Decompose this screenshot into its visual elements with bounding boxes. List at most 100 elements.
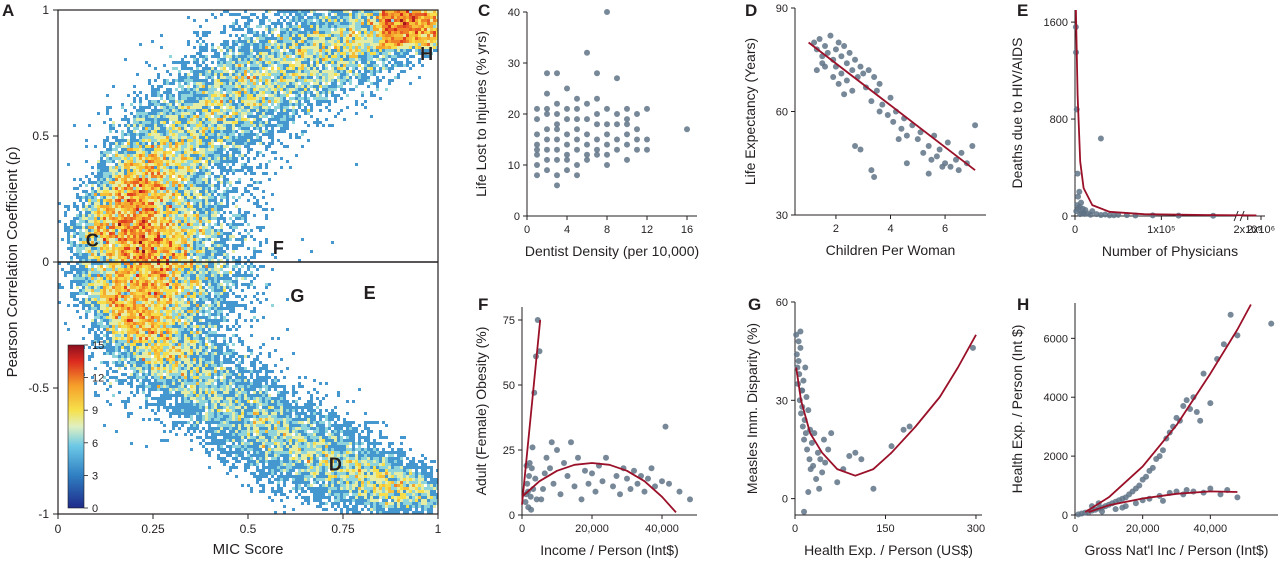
heatmap-cell xyxy=(247,100,250,103)
heatmap-cell xyxy=(352,40,355,43)
heatmap-cell xyxy=(160,151,163,154)
heatmap-cell xyxy=(154,211,157,214)
heatmap-cell xyxy=(370,73,373,76)
heatmap-cell xyxy=(193,166,196,169)
heatmap-cell xyxy=(100,151,103,154)
heatmap-cell xyxy=(205,259,208,262)
heatmap-cell xyxy=(241,73,244,76)
heatmap-cell xyxy=(118,265,121,268)
heatmap-cell xyxy=(298,103,301,106)
heatmap-cell xyxy=(244,145,247,148)
heatmap-cell xyxy=(394,13,397,16)
heatmap-cell xyxy=(157,178,160,181)
heatmap-cell xyxy=(178,268,181,271)
heatmap-cell xyxy=(184,214,187,217)
heatmap-cell xyxy=(373,49,376,52)
heatmap-cell xyxy=(385,28,388,31)
heatmap-cell xyxy=(310,115,313,118)
heatmap-cell xyxy=(160,34,163,37)
heatmap-cell xyxy=(112,232,115,235)
heatmap-cell xyxy=(322,124,325,127)
heatmap-cell xyxy=(214,178,217,181)
heatmap-cell xyxy=(355,22,358,25)
heatmap-cell xyxy=(259,103,262,106)
heatmap-cell xyxy=(157,118,160,121)
heatmap-cell xyxy=(388,37,391,40)
heatmap-cell xyxy=(163,64,166,67)
heatmap-cell xyxy=(286,100,289,103)
heatmap-cell xyxy=(304,55,307,58)
heatmap-cell xyxy=(232,52,235,55)
heatmap-cell xyxy=(166,178,169,181)
heatmap-cell xyxy=(259,58,262,61)
heatmap-cell xyxy=(403,43,406,46)
heatmap-cell xyxy=(181,145,184,148)
heatmap-cell xyxy=(70,229,73,232)
heatmap-cell xyxy=(391,16,394,19)
heatmap-cell xyxy=(184,208,187,211)
heatmap-cell xyxy=(190,55,193,58)
heatmap-cell xyxy=(271,85,274,88)
heatmap-cell xyxy=(121,160,124,163)
heatmap-cell xyxy=(268,40,271,43)
heatmap-cell xyxy=(166,130,169,133)
heatmap-cell xyxy=(433,25,436,28)
heatmap-cell xyxy=(274,79,277,82)
heatmap-cell xyxy=(427,25,430,28)
heatmap-cell xyxy=(223,256,226,259)
heatmap-cell xyxy=(373,28,376,31)
heatmap-cell xyxy=(232,136,235,139)
heatmap-cell xyxy=(337,28,340,31)
heatmap-cell xyxy=(304,70,307,73)
heatmap-cell xyxy=(271,208,274,211)
heatmap-cell xyxy=(112,169,115,172)
heatmap-cell xyxy=(202,103,205,106)
heatmap-cell xyxy=(115,151,118,154)
heatmap-cell xyxy=(346,94,349,97)
heatmap-cell xyxy=(214,262,217,265)
heatmap-cell xyxy=(148,229,151,232)
heatmap-cell xyxy=(256,61,259,64)
heatmap-cell xyxy=(103,163,106,166)
heatmap-cell xyxy=(229,217,232,220)
heatmap-cell xyxy=(133,238,136,241)
heatmap-cell xyxy=(241,217,244,220)
heatmap-cell xyxy=(136,271,139,274)
heatmap-cell xyxy=(199,73,202,76)
heatmap-cell xyxy=(172,232,175,235)
heatmap-cell xyxy=(166,253,169,256)
heatmap-cell xyxy=(238,109,241,112)
heatmap-cell xyxy=(295,16,298,19)
heatmap-cell xyxy=(286,40,289,43)
heatmap-cell xyxy=(82,241,85,244)
heatmap-cell xyxy=(304,52,307,55)
heatmap-cell xyxy=(199,148,202,151)
heatmap-cell xyxy=(367,76,370,79)
heatmap-cell xyxy=(139,124,142,127)
heatmap-cell xyxy=(91,199,94,202)
heatmap-cell xyxy=(271,88,274,91)
heatmap-cell xyxy=(169,187,172,190)
heatmap-cell xyxy=(235,142,238,145)
heatmap-cell xyxy=(139,169,142,172)
heatmap-cell xyxy=(109,265,112,268)
heatmap-cell xyxy=(259,19,262,22)
heatmap-cell xyxy=(73,220,76,223)
heatmap-cell xyxy=(340,55,343,58)
heatmap-cell xyxy=(178,91,181,94)
heatmap-cell xyxy=(64,271,67,274)
heatmap-cell xyxy=(427,43,430,46)
heatmap-cell xyxy=(88,268,91,271)
heatmap-cell xyxy=(193,190,196,193)
heatmap-cell xyxy=(175,61,178,64)
heatmap-cell xyxy=(67,163,70,166)
heatmap-cell xyxy=(334,16,337,19)
heatmap-cell xyxy=(199,97,202,100)
heatmap-cell xyxy=(328,103,331,106)
heatmap-cell xyxy=(295,97,298,100)
heatmap-cell xyxy=(193,127,196,130)
heatmap-cell xyxy=(184,190,187,193)
heatmap-cell xyxy=(169,136,172,139)
heatmap-cell xyxy=(211,61,214,64)
heatmap-cell xyxy=(304,82,307,85)
